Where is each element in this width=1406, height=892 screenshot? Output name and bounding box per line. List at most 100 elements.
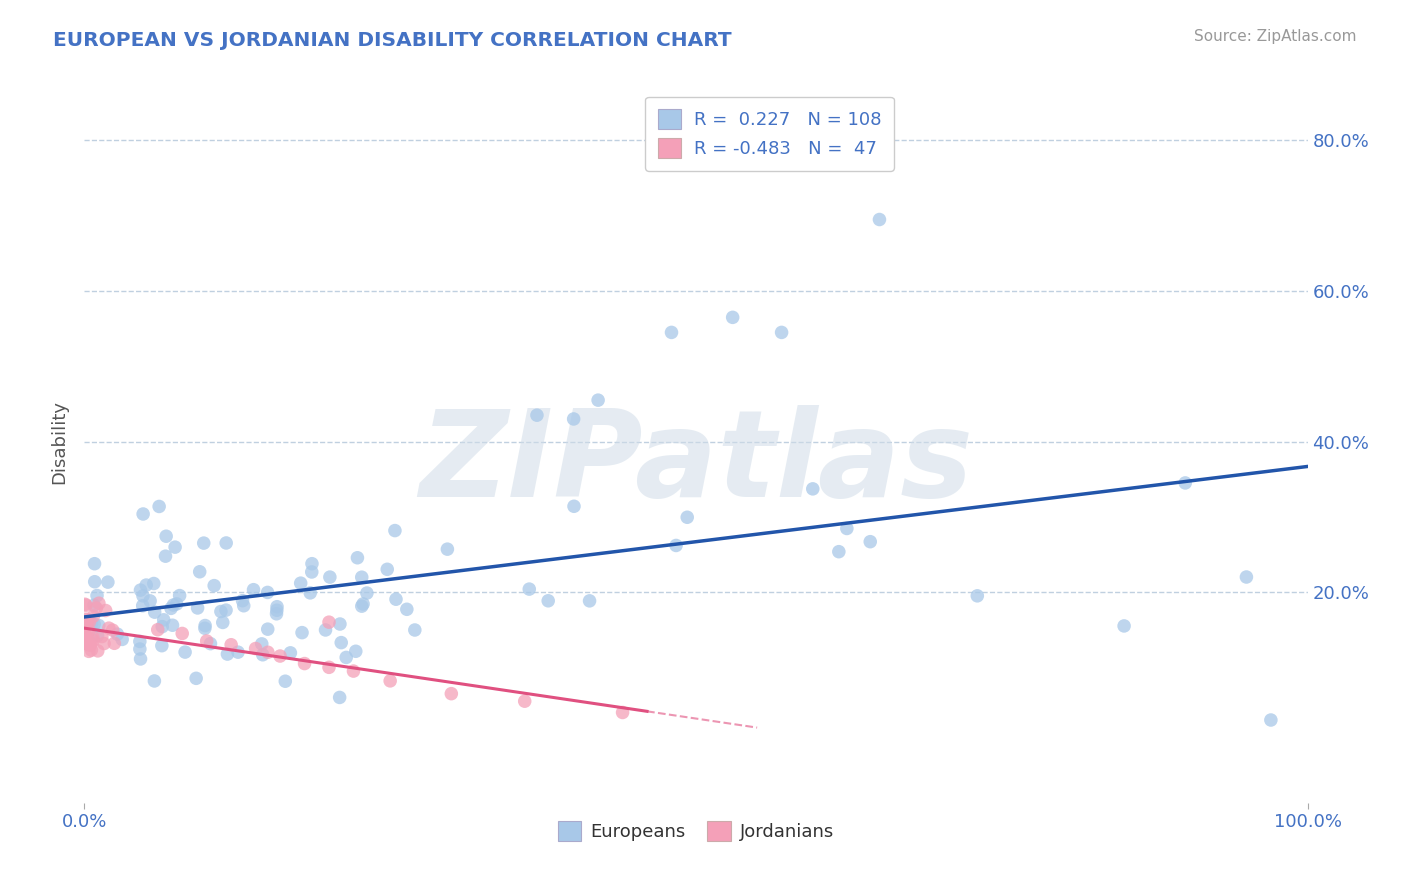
Point (83, 598, 105, 612)
Text: Source: ZipAtlas.com: Source: ZipAtlas.com (1194, 29, 1357, 44)
Point (84, 601, 107, 615)
Point (859, 534, 882, 549)
Point (194, 618, 217, 632)
Point (75, 615, 97, 629)
Point (440, 687, 463, 701)
Point (128, 642, 150, 657)
Point (721, 310, 744, 325)
Point (111, 632, 134, 647)
Point (301, 565, 323, 579)
Point (835, 521, 858, 535)
Point (94, 603, 117, 617)
Point (75, 631, 97, 645)
Point (77, 624, 100, 638)
Point (188, 565, 211, 579)
Point (342, 664, 364, 678)
Point (75, 612, 97, 626)
Point (131, 599, 153, 613)
Point (294, 657, 316, 671)
Point (215, 603, 238, 617)
Point (291, 625, 314, 640)
Point (562, 500, 585, 514)
Point (162, 598, 184, 612)
Point (143, 673, 166, 688)
Point (103, 636, 125, 650)
Point (76, 615, 98, 630)
Point (82, 631, 104, 645)
Point (209, 605, 232, 619)
Point (232, 593, 254, 607)
Text: EUROPEAN VS JORDANIAN DISABILITY CORRELATION CHART: EUROPEAN VS JORDANIAN DISABILITY CORRELA… (53, 31, 733, 50)
Point (166, 597, 188, 611)
Point (226, 645, 249, 659)
Point (202, 579, 225, 593)
Point (266, 607, 288, 621)
Point (155, 529, 177, 543)
Point (385, 592, 408, 607)
Point (160, 601, 183, 615)
Point (269, 648, 291, 663)
Point (143, 605, 166, 619)
Point (318, 615, 340, 630)
Point (93, 636, 115, 650)
Y-axis label: Disability: Disability (51, 400, 69, 483)
Point (1114, 619, 1136, 633)
Point (128, 634, 150, 648)
Text: ZIPatlas: ZIPatlas (419, 405, 973, 522)
Point (578, 594, 600, 608)
Point (97, 621, 120, 635)
Point (350, 570, 373, 584)
Point (172, 626, 194, 640)
Point (335, 650, 357, 665)
Point (266, 599, 288, 614)
Point (129, 583, 152, 598)
Legend: Europeans, Jordanians: Europeans, Jordanians (551, 814, 841, 848)
Point (526, 408, 548, 422)
Point (517, 582, 540, 596)
Point (329, 617, 352, 632)
Point (315, 623, 337, 637)
Point (513, 694, 536, 708)
Point (83, 617, 105, 632)
Point (132, 589, 155, 603)
Point (200, 637, 222, 651)
Point (87, 618, 110, 632)
Point (150, 639, 173, 653)
Point (242, 582, 264, 597)
Point (404, 623, 426, 637)
Point (150, 619, 173, 633)
Point (80, 616, 103, 631)
Point (187, 601, 209, 615)
Point (586, 393, 609, 408)
Point (90, 630, 112, 644)
Point (436, 542, 458, 557)
Point (86, 589, 108, 603)
Point (350, 599, 373, 614)
Point (139, 594, 162, 608)
Point (142, 576, 165, 591)
Point (770, 326, 793, 340)
Point (290, 576, 312, 591)
Point (676, 510, 699, 524)
Point (87, 644, 110, 658)
Point (76, 612, 98, 626)
Point (77, 635, 100, 649)
Point (318, 660, 340, 674)
Point (319, 570, 342, 584)
Point (83, 574, 105, 589)
Point (661, 326, 683, 340)
Point (356, 586, 378, 600)
Point (135, 578, 157, 592)
Point (245, 641, 267, 656)
Point (274, 674, 297, 689)
Point (195, 634, 218, 648)
Point (266, 603, 288, 617)
Point (1236, 570, 1258, 584)
Point (80, 636, 103, 650)
Point (612, 706, 634, 720)
Point (828, 544, 851, 558)
Point (132, 507, 155, 521)
Point (193, 536, 215, 550)
Point (330, 635, 353, 649)
Point (165, 540, 187, 554)
